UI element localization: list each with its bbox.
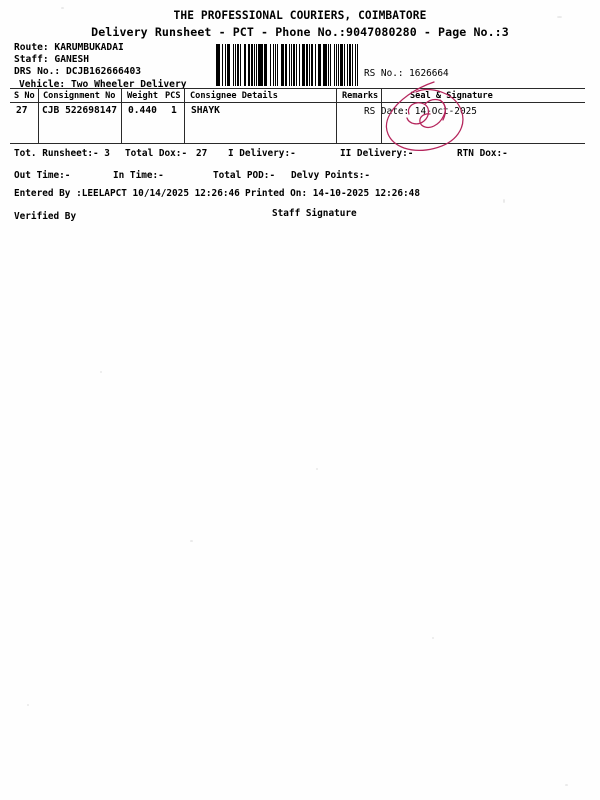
column-header-consignee: Consignee Details	[190, 91, 278, 101]
drs-number-field: DRS No.: DCJB162666403	[14, 66, 142, 78]
scan-speck	[557, 16, 562, 18]
total-dox-label: Total Dox:-	[125, 148, 188, 159]
table-col-divider	[336, 88, 337, 143]
header-meta-left: Route: KARUMBUKADAI Staff: GANESH DRS No…	[14, 42, 187, 91]
column-header-weight: Weight	[127, 91, 159, 101]
total-dox-value: 27	[196, 148, 208, 159]
runsheet-barcode	[216, 44, 360, 86]
staff-signature-label: Staff Signature	[272, 208, 357, 219]
verified-by-label: Verified By	[14, 211, 77, 222]
in-time: In Time:-	[113, 170, 164, 181]
route-field: Route: KARUMBUKADAI	[14, 42, 124, 53]
scan-speck	[27, 704, 29, 706]
staff-field: Staff: GANESH	[14, 54, 90, 66]
scan-speck	[316, 468, 318, 470]
column-header-remarks: Remarks	[342, 91, 379, 101]
second-delivery: II Delivery:-	[340, 148, 414, 159]
scan-speck	[565, 784, 568, 786]
table-col-divider	[184, 88, 185, 143]
table-rule-header	[10, 102, 585, 103]
page-title: THE PROFESSIONAL COURIERS, COIMBATORE	[173, 9, 427, 22]
table-row-consignment-no: CJB 522698147	[42, 105, 118, 116]
table-row-consignee: SHAYK	[191, 105, 220, 116]
total-runsheet: Tot. Runsheet:- 3	[14, 148, 110, 159]
scan-speck	[100, 371, 102, 373]
scan-speck	[190, 540, 193, 542]
column-header-consignment-no: Consignment No	[43, 91, 116, 101]
table-rule-top	[10, 88, 585, 89]
rtn-dox: RTN Dox:-	[457, 148, 508, 159]
page-subtitle: Delivery Runsheet - PCT - Phone No.:9047…	[91, 25, 509, 39]
column-header-s-no: S No	[14, 91, 35, 101]
table-rule-bottom	[10, 143, 585, 144]
table-col-divider	[381, 88, 382, 143]
scan-speck	[61, 7, 64, 9]
table-row-s-no: 27	[16, 105, 28, 116]
scan-speck	[503, 199, 505, 203]
printed-on-field: Printed On: 14-10-2025 12:26:48	[245, 188, 420, 199]
out-time: Out Time:-	[14, 170, 71, 181]
consignment-table: S No Consignment No Weight PCS Consignee…	[10, 88, 585, 144]
column-header-pcs: PCS	[165, 91, 181, 101]
table-row-weight: 0.440	[128, 105, 157, 116]
vehicle-field: Vehicle: Two Wheeler Delivery	[19, 78, 187, 90]
scan-speck	[432, 637, 434, 639]
rs-number-field: RS No.: 1626664	[364, 68, 449, 80]
column-header-seal-signature: Seal & Signature	[410, 91, 493, 101]
total-pod: Total POD:-	[213, 170, 276, 181]
table-col-divider	[121, 88, 122, 143]
scan-speck	[391, 198, 393, 200]
delvy-points: Delvy Points:-	[291, 170, 371, 181]
table-col-divider	[38, 88, 39, 143]
entered-by-field: Entered By :LEELAPCT 10/14/2025 12:26:46	[14, 188, 240, 199]
first-delivery: I Delivery:-	[228, 148, 296, 159]
table-row-pcs: 1	[171, 105, 177, 116]
